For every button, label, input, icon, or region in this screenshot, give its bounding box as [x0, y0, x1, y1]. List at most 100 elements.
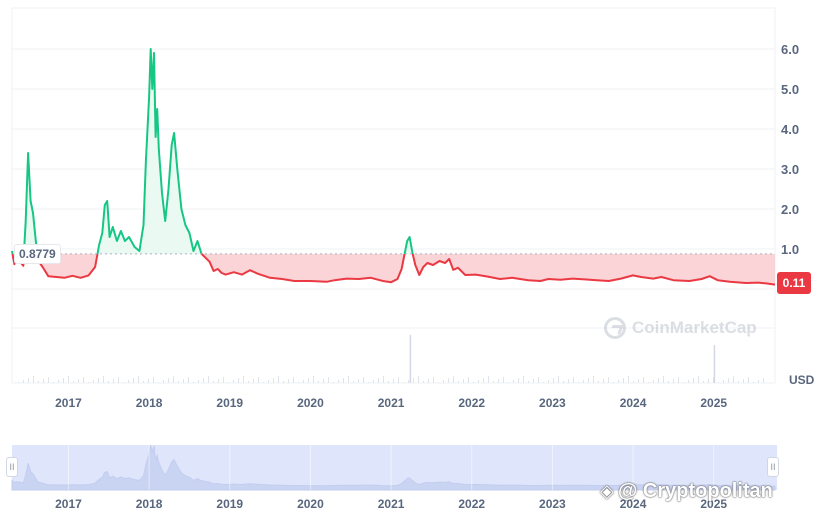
volume-bar — [733, 376, 734, 383]
volume-bar — [648, 382, 649, 383]
volume-bar — [418, 376, 419, 383]
volume-bar — [238, 378, 239, 383]
x-tick-label: 2024 — [620, 396, 647, 410]
price-line-down — [36, 253, 99, 279]
volume-bar — [658, 378, 659, 383]
volume-bar — [248, 381, 249, 383]
volume-bar — [388, 381, 389, 383]
volume-bar — [358, 379, 359, 383]
coinmarketcap-logo-icon — [604, 317, 626, 339]
volume-bar — [583, 380, 584, 383]
volume-bar — [503, 377, 504, 383]
area-below-reference — [201, 253, 405, 283]
volume-bar — [328, 377, 329, 383]
coinmarketcap-watermark: CoinMarketCap — [604, 317, 757, 339]
volume-bar — [123, 382, 124, 383]
volume-bar — [178, 381, 179, 383]
volume-bar — [518, 378, 519, 383]
x-tick-label: 2022 — [458, 396, 485, 410]
volume-bar — [708, 379, 709, 383]
volume-bar — [378, 378, 379, 383]
volume-bar — [588, 378, 589, 383]
volume-bar — [168, 378, 169, 383]
volume-bar — [448, 378, 449, 383]
volume-bar — [53, 382, 54, 383]
range-navigator[interactable] — [11, 444, 777, 491]
volume-bar — [578, 382, 579, 383]
current-price-badge: 0.11 — [777, 272, 811, 294]
volume-bar — [203, 378, 204, 383]
volume-bar — [593, 376, 594, 383]
volume-bar — [698, 376, 699, 383]
price-line-down — [200, 253, 406, 284]
volume-bar — [743, 379, 744, 383]
volume-bar — [243, 376, 244, 383]
reference-price-label: 0.8779 — [14, 244, 61, 264]
volume-bar — [443, 380, 444, 383]
area-below-reference — [412, 253, 775, 285]
x-tick-label: 2018 — [136, 396, 163, 410]
volume-bar — [198, 380, 199, 383]
navigator-right-handle[interactable]: II — [767, 457, 779, 477]
volume-bar — [273, 378, 274, 383]
y-tick-label: 3.0 — [781, 162, 799, 177]
price-line-down — [411, 253, 776, 286]
chart-price-line — [11, 48, 776, 286]
navigator-left-handle[interactable]: II — [6, 457, 18, 477]
navigator-x-tick-label: 2024 — [620, 497, 647, 511]
volume-bar — [688, 380, 689, 383]
volume-bar — [218, 379, 219, 383]
volume-bar — [403, 382, 404, 383]
volume-bar — [93, 380, 94, 383]
volume-bar — [143, 381, 144, 383]
volume-bar — [373, 380, 374, 383]
volume-bar — [563, 381, 564, 383]
volume-bar — [748, 377, 749, 383]
volume-bar — [193, 382, 194, 383]
navigator-x-tick-label: 2018 — [136, 497, 163, 511]
volume-bar — [683, 382, 684, 383]
volume-bar — [48, 377, 49, 383]
volume-bar — [303, 380, 304, 383]
volume-bar — [758, 380, 759, 383]
watermark-brand-text: CoinMarketCap — [632, 318, 757, 337]
volume-bar — [483, 378, 484, 383]
volume-bar — [723, 380, 724, 383]
x-tick-label: 2021 — [378, 396, 405, 410]
y-tick-label: 5.0 — [781, 82, 799, 97]
area-above-reference — [97, 49, 202, 254]
volume-bar — [618, 380, 619, 383]
volume-bar — [293, 377, 294, 383]
volume-bar — [433, 377, 434, 383]
volume-bar — [18, 382, 19, 383]
volume-bar — [73, 381, 74, 383]
navigator-x-tick-label: 2021 — [378, 497, 405, 511]
volume-bar — [703, 381, 704, 383]
volume-bar — [573, 377, 574, 383]
volume-bar — [753, 382, 754, 383]
navigator-x-tick-label: 2022 — [458, 497, 485, 511]
volume-bar — [223, 377, 224, 383]
x-tick-label: 2023 — [539, 396, 566, 410]
volume-bar — [368, 382, 369, 383]
y-tick-label: 1.0 — [781, 242, 799, 257]
cryptopolitan-credit: ◈ @ Cryptopolitan — [600, 480, 773, 503]
navigator-x-tick-label: 2017 — [55, 497, 82, 511]
volume-bar — [508, 382, 509, 383]
volume-bar — [28, 378, 29, 383]
volume-bar — [728, 378, 729, 383]
navigator-x-tick-label: 2025 — [700, 497, 727, 511]
volume-bar — [633, 381, 634, 383]
volume-bar — [83, 377, 84, 383]
volume-bar — [148, 379, 149, 383]
volume-bar — [438, 382, 439, 383]
volume-bar — [548, 380, 549, 383]
volume-bar — [738, 381, 739, 383]
volume-bar — [408, 380, 409, 383]
volume-bar — [523, 376, 524, 383]
volume-bar — [183, 379, 184, 383]
x-axis: 2017 2018 2019 2020 2021 2022 2023 2024 2025 — [55, 396, 727, 410]
y-tick-label: 4.0 — [781, 122, 799, 137]
volume-bar — [153, 377, 154, 383]
